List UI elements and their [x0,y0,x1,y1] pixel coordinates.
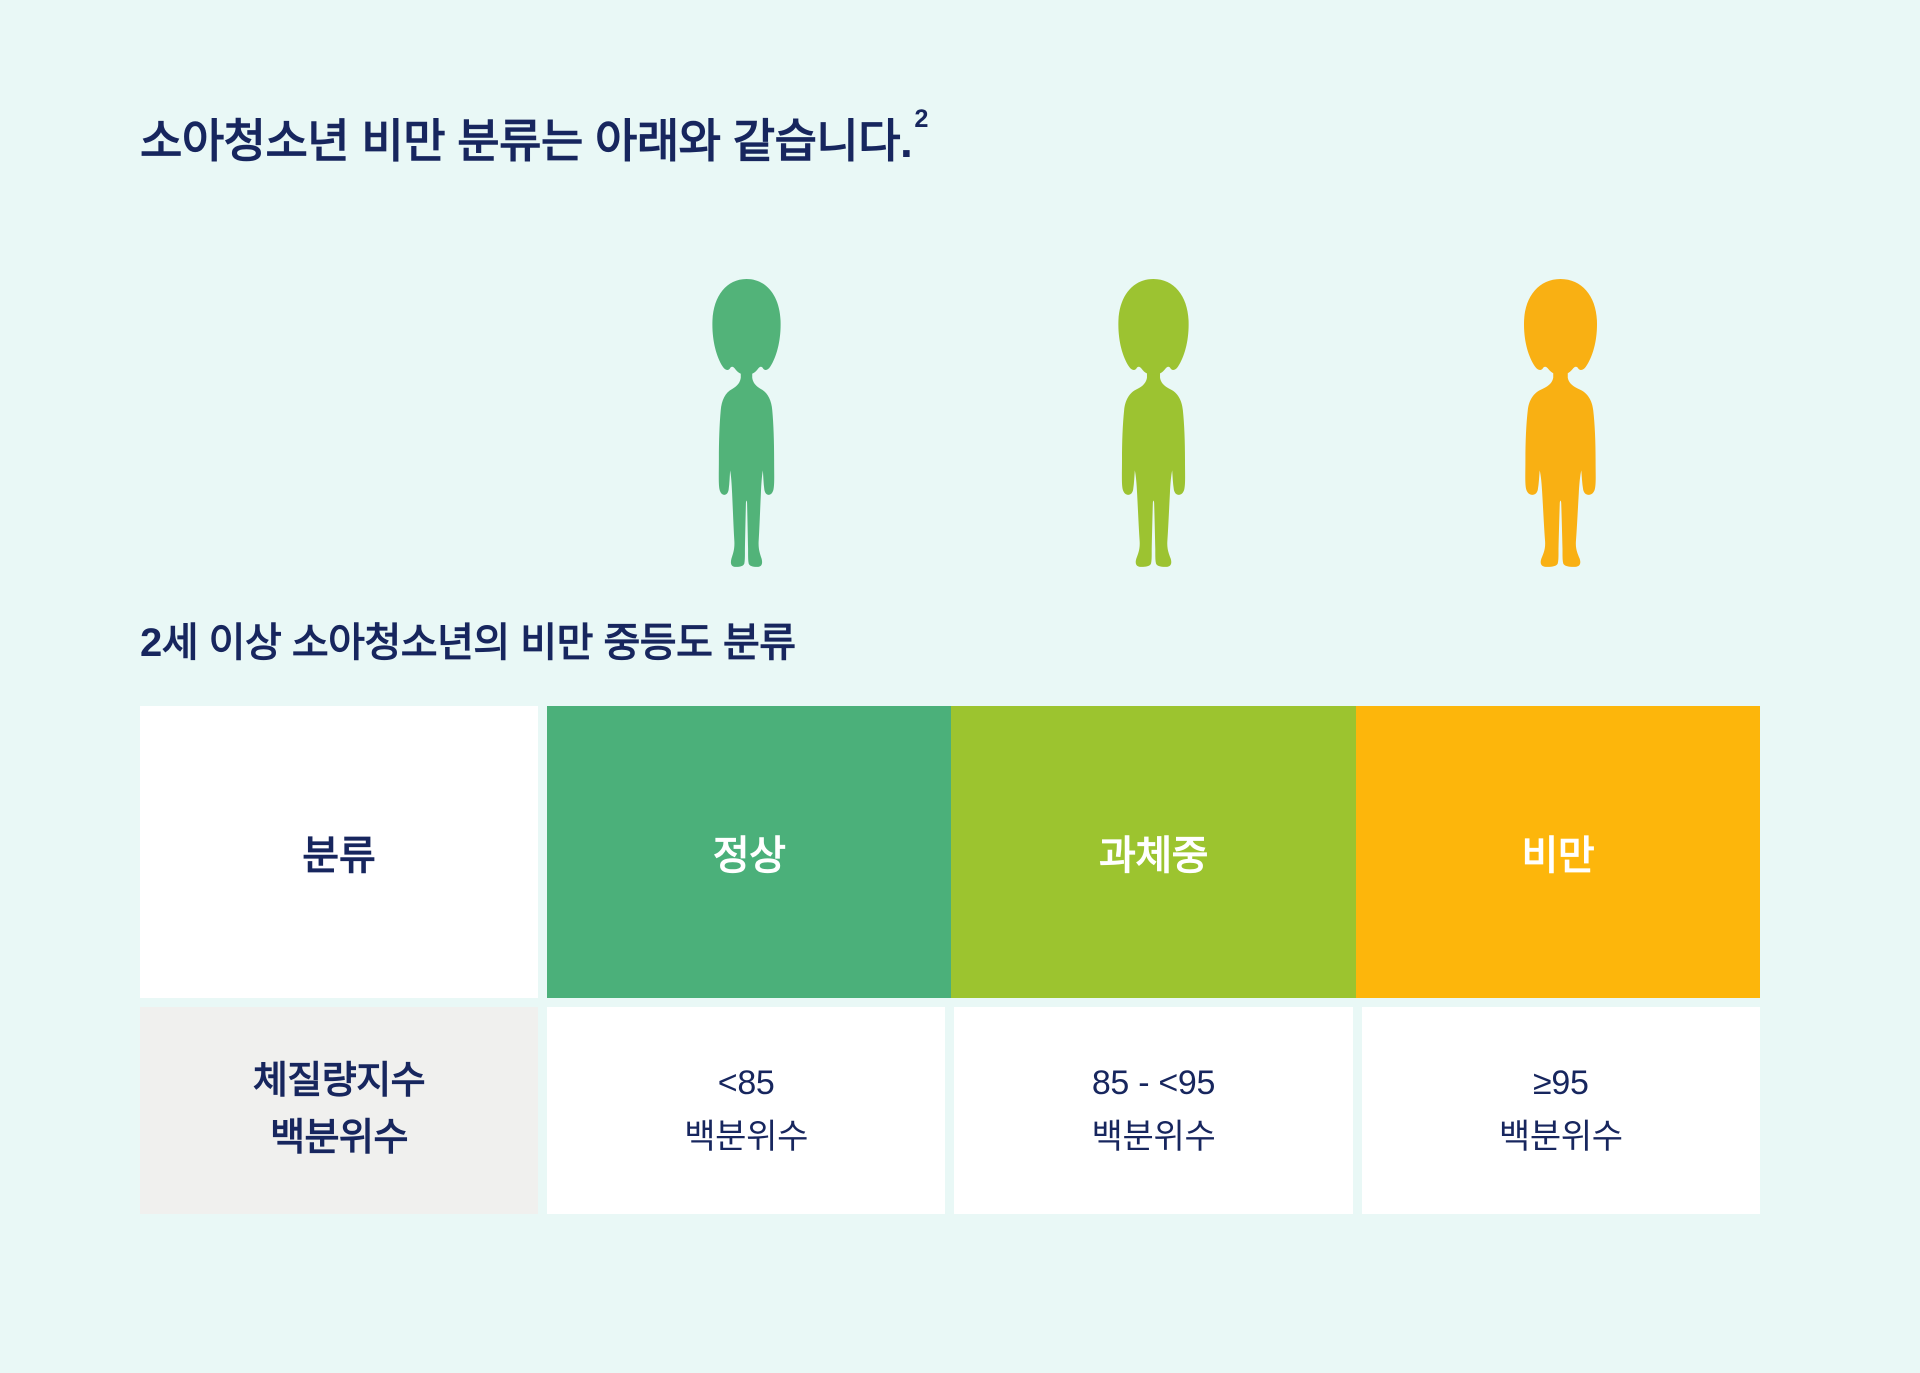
value-cells: <85 백분위수 85 - <95 백분위수 ≥95 백분위수 [547,1006,1760,1214]
value-overweight-unit: 백분위수 [1091,1118,1216,1157]
corner-cell: 분류 [140,705,538,998]
value-cell-normal: <85 백분위수 [547,1006,946,1214]
page-title: 소아청소년 비만 분류는 아래와 같습니다.2 [140,105,1760,172]
value-cell-obese: ≥95 백분위수 [1361,1006,1760,1214]
content-area: 소아청소년 비만 분류는 아래와 같습니다.2 [140,0,1760,1214]
figures-row [140,276,1760,572]
category-cell-normal: 정상 [547,705,952,998]
category-cell-obese: 비만 [1355,705,1760,998]
metric-header-cell: 체질량지수 백분위수 [140,1006,538,1214]
table-header-row: 분류 정상 과체중 비만 [140,705,1760,998]
value-cell-overweight: 85 - <95 백분위수 [954,1006,1353,1214]
metric-line2: 백분위수 [270,1117,408,1160]
classification-table: 분류 정상 과체중 비만 체질량지수 백분위수 <85 백 [140,705,1760,1214]
value-obese-unit: 백분위수 [1498,1118,1623,1157]
metric-line1: 체질량지수 [252,1060,426,1103]
figure-slot-overweight [954,276,1352,572]
normal-weight-child-icon [712,278,781,567]
category-cell-overweight: 과체중 [951,705,1356,998]
reference-marker: 2 [914,104,928,133]
table-value-row: 체질량지수 백분위수 <85 백분위수 85 - <95 백분위수 ≥95 [140,1006,1760,1214]
figure-slot-normal [547,276,945,572]
table-title: 2세 이상 소아청소년의 비만 중등도 분류 [140,620,796,665]
obese-child-icon [1524,278,1598,567]
overweight-child-icon [1118,278,1189,567]
value-normal-unit: 백분위수 [684,1118,809,1157]
page-title-text: 소아청소년 비만 분류는 아래와 같습니다. [140,115,913,167]
category-band: 정상 과체중 비만 [547,705,1760,998]
figure-slot-obese [1362,276,1760,572]
value-obese-range: ≥95 [1533,1063,1589,1102]
value-normal-range: <85 [717,1063,775,1102]
value-overweight-range: 85 - <95 [1091,1063,1216,1102]
